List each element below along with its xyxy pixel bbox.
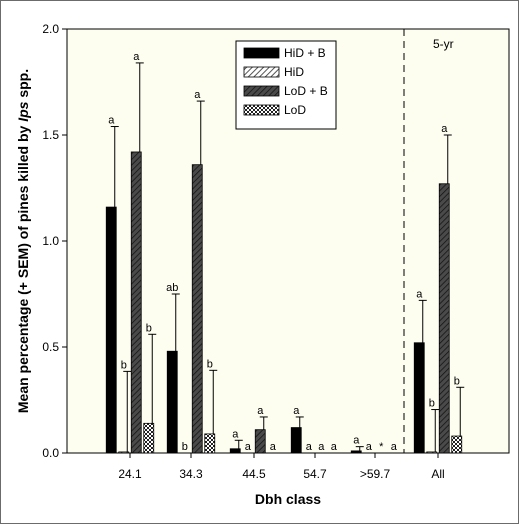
significance-letter: a (353, 435, 360, 447)
x-tick-label: >59.7 (360, 467, 391, 481)
significance-letter: * (379, 441, 384, 453)
legend-swatch (243, 104, 280, 116)
bar (290, 427, 302, 454)
bar (254, 429, 266, 454)
significance-letter: a (416, 288, 423, 300)
bar (130, 151, 142, 454)
significance-letter: a (257, 405, 264, 417)
x-tick-label: 54.7 (303, 467, 327, 481)
significance-letter: a (391, 441, 398, 453)
bar (426, 451, 438, 454)
x-axis-title: Dbh class (255, 491, 321, 507)
significance-letter: b (146, 322, 152, 334)
y-tick-label: 1.5 (42, 128, 59, 142)
bar (350, 450, 362, 454)
significance-letter: a (245, 441, 252, 453)
bar (118, 451, 130, 454)
significance-letter: b (207, 358, 213, 370)
significance-letter: a (293, 405, 300, 417)
x-tick-label: All (431, 467, 444, 481)
significance-letter: a (133, 51, 140, 63)
significance-letter: a (366, 441, 373, 453)
bar (105, 206, 117, 454)
legend-label: LoD (284, 103, 306, 117)
bar (143, 422, 155, 454)
bar (413, 342, 425, 454)
significance-letter: a (194, 89, 201, 101)
significance-letter: ab (166, 282, 178, 294)
x-tick-label: 34.3 (179, 467, 203, 481)
bar (191, 164, 203, 454)
y-tick-label: 0.0 (42, 446, 59, 460)
significance-letter: b (182, 441, 188, 453)
y-axis-title-genus: Ips (15, 101, 31, 121)
error-bars-group (110, 62, 465, 452)
significance-letter: a (441, 123, 448, 135)
legend-label: HiD + B (284, 46, 326, 60)
bar (204, 433, 216, 454)
panel-note: 5-yr (433, 37, 454, 51)
x-tick-label: 44.5 (242, 467, 266, 481)
significance-letter: a (232, 428, 239, 440)
y-axis-title-suffix: spp. (15, 69, 31, 102)
y-axis: 0.0 0.5 1.0 1.5 2.0 (42, 22, 67, 460)
x-tick-label: 24.1 (118, 467, 142, 481)
significance-letter: a (331, 441, 338, 453)
bars-group (105, 151, 463, 454)
bar (451, 435, 463, 454)
significance-letter: b (429, 398, 435, 410)
y-tick-label: 2.0 (42, 22, 59, 36)
significance-letter: a (306, 441, 313, 453)
legend-swatch (243, 85, 280, 97)
legend-swatch (243, 66, 280, 78)
y-tick-label: 1.0 (42, 234, 59, 248)
significance-letter: a (270, 441, 277, 453)
bar (229, 448, 241, 454)
y-axis-title: Mean percentage (+ SEM) of pines killed … (15, 69, 31, 413)
y-axis-title-prefix: Mean percentage (+ SEM) of pines killed … (15, 122, 31, 413)
legend-label: LoD + B (284, 84, 328, 98)
legend: HiD + B HiD LoD + B LoD (235, 40, 337, 130)
significance-letter: a (108, 115, 115, 127)
legend-label: HiD (284, 65, 304, 79)
bar (166, 350, 178, 454)
significance-letter: b (454, 375, 460, 387)
y-tick-label: 0.5 (42, 340, 59, 354)
x-axis: 24.1 34.3 44.5 54.7 >59.7 All (118, 453, 445, 481)
significance-letter: a (318, 441, 325, 453)
bar (438, 183, 450, 454)
legend-swatch (243, 47, 280, 59)
significance-letter: b (121, 359, 127, 371)
